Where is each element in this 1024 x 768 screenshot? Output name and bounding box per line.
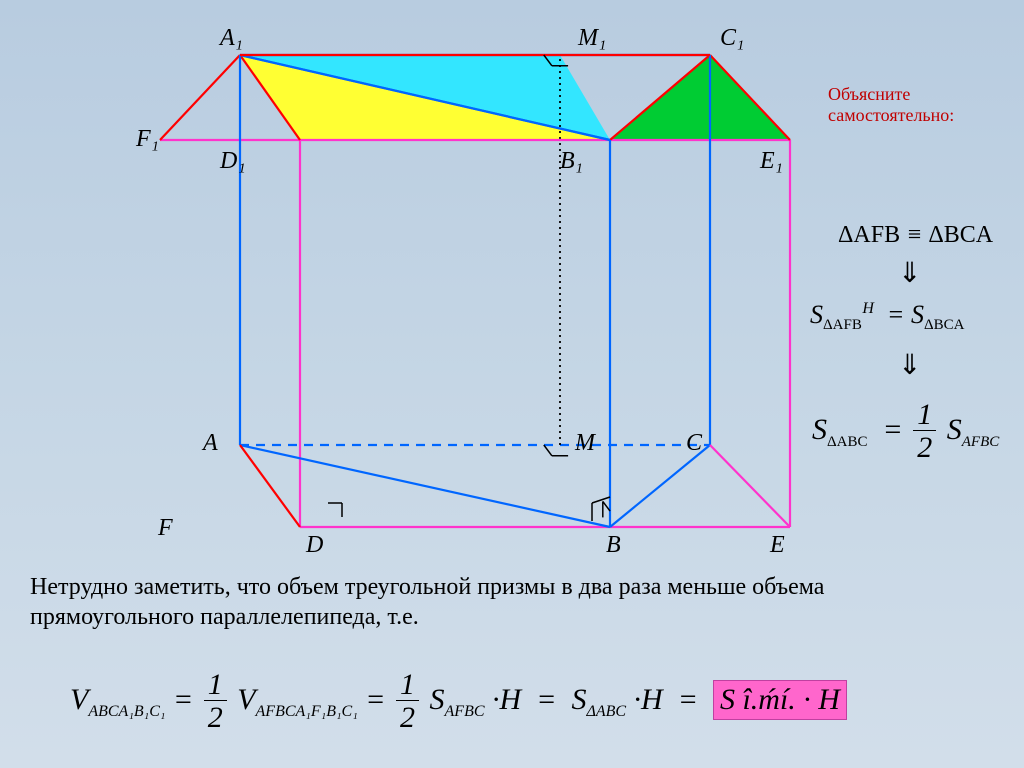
lbl-F: F — [158, 515, 173, 542]
final-formula: VABCA₁B₁C₁ = 12 VAFBCA₁F₁B₁C₁ = 12 SAFBC… — [70, 670, 847, 734]
lbl-D: D — [306, 532, 323, 559]
arrow-2: ⇓ — [898, 348, 921, 382]
lbl-E: E — [770, 532, 785, 559]
lbl-B1: B₁ — [560, 148, 583, 175]
eq-half-area: SΔABC = 12 SAFBC — [812, 400, 999, 464]
explain-note: Объяснитесамостоятельно: — [828, 84, 954, 125]
lbl-M1: M₁ — [578, 25, 606, 52]
lbl-F1: F₁ — [136, 126, 159, 153]
lbl-D1: D₁ — [220, 148, 246, 175]
body-text: Нетрудно заметить, что объем треугольной… — [30, 572, 824, 632]
lbl-E1: E₁ — [760, 148, 783, 175]
eq-area-equal: SΔAFB H = SΔBCA — [810, 300, 964, 334]
lbl-M: M — [575, 430, 595, 457]
lbl-C1: C₁ — [720, 25, 744, 52]
arrow-1: ⇓ — [898, 256, 921, 290]
lbl-B: B — [606, 532, 621, 559]
eq-congruent: ΔAFB ≡ ΔBCA — [838, 222, 993, 249]
boxed-result: S î.ḿí. · H — [713, 680, 847, 720]
lbl-A: A — [203, 430, 218, 457]
lbl-C: C — [686, 430, 702, 457]
lbl-A1: A₁ — [220, 25, 243, 52]
